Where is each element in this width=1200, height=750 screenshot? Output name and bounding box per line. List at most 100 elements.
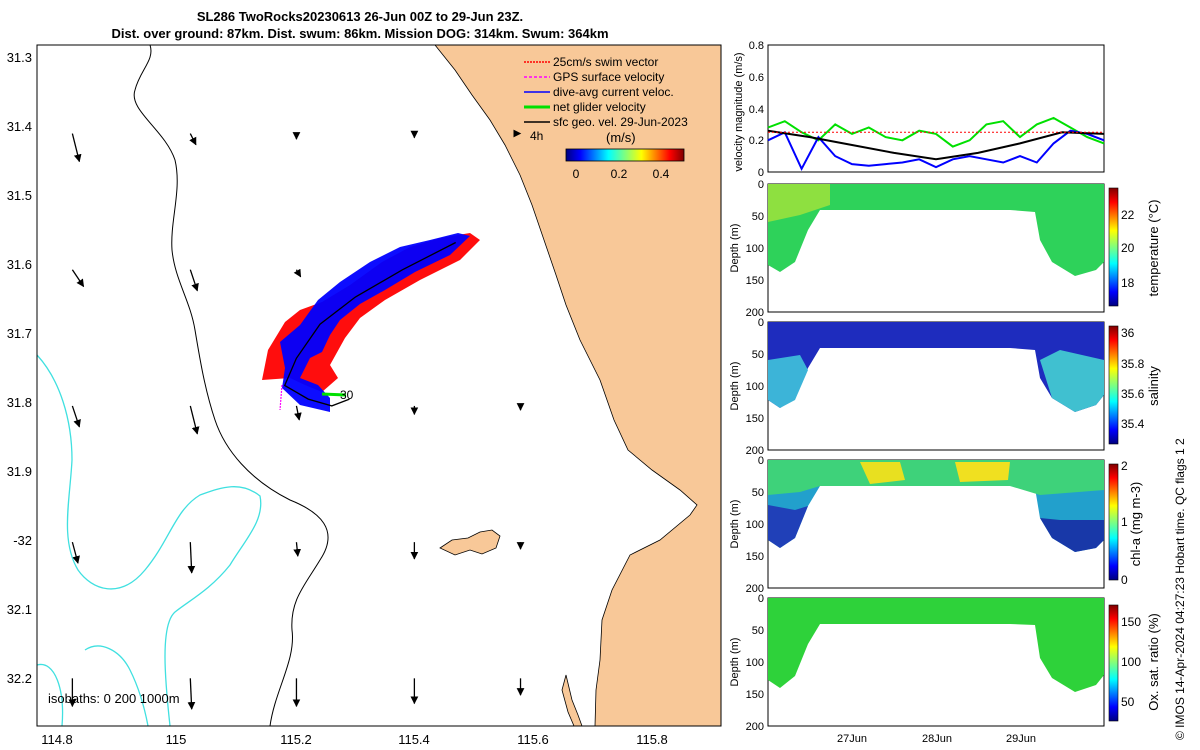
title-line-2: Dist. over ground: 87km. Dist. swum: 86k… [111,26,609,41]
island-garden [561,674,583,726]
chla-panel: 0 50 100 150 200 Depth (m) 0 1 2 chl-a (… [729,455,1143,595]
velocity-series-line [767,116,1105,148]
chla-deep-right [1040,518,1104,552]
velocity-ylabel: velocity magnitude (m/s) [733,52,745,171]
geo-velocity-arrow [187,678,196,710]
map-y-tick: 31.5 [7,188,32,203]
chla-cbar-tick: 0 [1121,573,1128,587]
colorbar-tick: 0.2 [611,167,628,181]
geo-velocity-arrows [68,130,525,710]
depth-ylabel: Depth (m) [729,224,741,273]
colorbar-tick: 0 [573,167,580,181]
map-x-tick: 115.8 [636,732,668,747]
island-rottnest [439,529,501,556]
vel-y-tick: 0.6 [749,72,764,84]
velocity-series-line [767,129,1105,172]
isobath-200m [133,45,329,726]
map-y-tick: -32 [13,533,32,548]
depth-ylabel: Depth (m) [729,638,741,687]
depth-ylabel: Depth (m) [729,362,741,411]
depth-tick: 200 [746,445,764,457]
depth-tick: 200 [746,583,764,595]
map-x-tick: 114.8 [41,732,73,747]
geo-velocity-arrow [187,542,196,574]
map-y-tick: 31.9 [7,464,32,479]
title-line-1: SL286 TwoRocks20230613 26-Jun 00Z to 29-… [196,9,524,24]
credit-text: © IMOS 14-Apr-2024 04:27:23 Hobart time.… [1173,438,1187,740]
map-legend: 25cm/s swim vector GPS surface velocity … [524,55,688,181]
legend-label-geo: sfc geo. vel. 29-Jun-2023 [553,115,688,129]
chla-surface-layer [768,460,1104,495]
geo-velocity-arrow [189,405,200,435]
chla-cbar-tick: 1 [1121,515,1128,529]
map-panel: 114.8 115 115.2 115.4 115.6 115.8 31.3 3… [7,44,722,747]
salinity-section [768,322,1104,412]
time-tick: 28Jun [922,733,952,745]
isobaths-legend: isobaths: 0 200 1000m [48,691,180,706]
depth-tick: 150 [746,551,764,563]
isobath-1000m-c [84,645,149,726]
depth-tick: 0 [758,455,764,467]
velocity-frame [767,44,1105,173]
ox-cbar-tick: 150 [1121,615,1141,629]
chla-bloom-patch-1 [860,462,905,484]
depth-tick: 0 [758,179,764,191]
salinity-mid-patch-left [768,355,808,408]
depth-tick: 100 [746,243,764,255]
map-y-tick: 31.3 [7,50,32,65]
map-x-ticks: 114.8 115 115.2 115.4 115.6 115.8 [41,732,668,747]
vel-y-tick: 0 [758,167,764,179]
map-y-tick: 31.7 [7,326,32,341]
salinity-colorbar [1108,325,1119,445]
temperature-panel: 0 50 100 150 200 Depth (m) 18 20 22 temp… [729,179,1161,319]
glider-track [283,241,456,407]
map-y-ticks: 31.3 31.4 31.5 31.6 31.7 31.8 31.9 -32 3… [7,50,32,686]
depth-tick: 100 [746,657,764,669]
velocity-panel: 0.8 0.6 0.4 0.2 0 velocity magnitude (m/… [733,40,1105,179]
velocity-series-line [767,129,1105,161]
oxygen-cbar-label: Ox. sat. ratio (%) [1146,613,1161,711]
map-frame [36,44,722,727]
map-x-tick: 115.4 [398,732,430,747]
isobath-1000m-a [37,354,262,726]
chla-deep-left [768,505,808,548]
salinity-mid-patch-right [1040,350,1104,412]
depth-tick: 0 [758,593,764,605]
map-y-tick: 31.8 [7,395,32,410]
temperature-cbar-label: temperature (°C) [1146,200,1161,297]
geo-velocity-arrow [293,268,302,278]
time-tick: 27Jun [837,733,867,745]
figure-title: SL286 TwoRocks20230613 26-Jun 00Z to 29-… [0,8,720,42]
chla-bloom-patch-2 [955,462,1010,482]
map-y-tick: 31.6 [7,257,32,272]
depth-tick: 150 [746,689,764,701]
sal-cbar-tick: 36 [1121,326,1135,340]
depth-tick: 50 [752,625,764,637]
depth-tick: 150 [746,275,764,287]
depth-tick: 200 [746,307,764,319]
depth-tick: 100 [746,381,764,393]
map-x-tick: 115.2 [280,732,312,747]
geo-velocity-arrow [71,133,82,163]
velocity-colorbar [565,148,685,162]
temperature-section [768,184,1104,276]
geo-velocity-arrow [71,269,85,288]
depth-tick: 0 [758,317,764,329]
depth-tick: 50 [752,349,764,361]
sal-cbar-tick: 35.6 [1121,387,1145,401]
temperature-warm-patch [768,184,830,222]
chla-cbar-label: chl-a (mg m-3) [1128,482,1143,567]
geo-velocity-arrow [293,542,302,557]
legend-scale-label: 4h [530,129,543,143]
vel-y-tick: 0.8 [749,40,764,52]
legend-label-dive: dive-avg current veloc. [553,85,674,99]
chla-colorbar [1108,463,1119,581]
gps-surface-velocity-arrow [279,384,283,411]
depth-ylabel: Depth (m) [729,500,741,549]
oxygen-section [768,598,1104,692]
colorbar-tick: 0.4 [653,167,670,181]
vel-y-tick: 0.2 [749,135,764,147]
map-x-tick: 115.6 [517,732,549,747]
temperature-colorbar [1108,187,1119,307]
legend-label-net: net glider velocity [553,100,646,114]
